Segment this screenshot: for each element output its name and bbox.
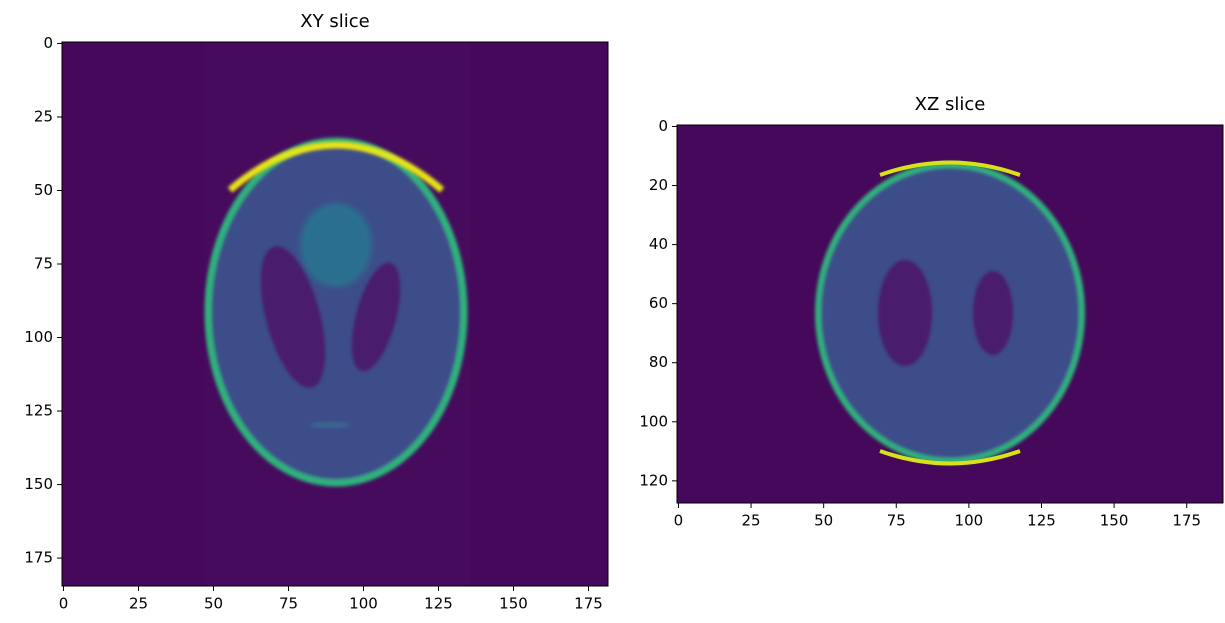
x-tick-label: 150 xyxy=(499,595,528,613)
axes-frame xyxy=(61,41,609,587)
x-tick-label: 0 xyxy=(674,512,684,530)
y-tick-label: 150 xyxy=(24,475,53,493)
y-tick-label: 75 xyxy=(34,255,53,273)
y-tick-label: 40 xyxy=(649,235,668,253)
y-tick-label: 20 xyxy=(649,176,668,194)
y-tick-label: 0 xyxy=(658,117,668,135)
y-tick-label: 80 xyxy=(649,353,668,371)
y-tick-label: 60 xyxy=(649,294,668,312)
x-tick-label: 75 xyxy=(279,595,298,613)
x-tick-label: 25 xyxy=(129,595,148,613)
x-tick-label: 175 xyxy=(574,595,603,613)
image-xy xyxy=(62,42,608,586)
y-tick-label: 120 xyxy=(639,471,668,489)
y-tick-label: 0 xyxy=(43,34,53,52)
axes-frame xyxy=(676,124,1224,504)
y-tick-label: 125 xyxy=(24,402,53,420)
y-tick-label: 100 xyxy=(24,328,53,346)
x-tick-label: 125 xyxy=(424,595,453,613)
x-tick-label: 175 xyxy=(1172,512,1201,530)
x-tick-label: 100 xyxy=(955,512,984,530)
x-tick-label: 125 xyxy=(1027,512,1056,530)
x-tick-label: 50 xyxy=(204,595,223,613)
y-tick-label: 175 xyxy=(24,549,53,567)
x-tick-label: 25 xyxy=(742,512,761,530)
chart-title: XZ slice xyxy=(915,94,986,115)
x-tick-label: 100 xyxy=(349,595,378,613)
image-xz xyxy=(677,125,1223,503)
chart-title: XY slice xyxy=(300,11,369,32)
x-tick-label: 50 xyxy=(814,512,833,530)
x-tick-label: 150 xyxy=(1100,512,1129,530)
x-tick-label: 0 xyxy=(59,595,69,613)
y-tick-label: 100 xyxy=(639,412,668,430)
x-tick-label: 75 xyxy=(887,512,906,530)
y-tick-label: 50 xyxy=(34,181,53,199)
y-tick-label: 25 xyxy=(34,107,53,125)
